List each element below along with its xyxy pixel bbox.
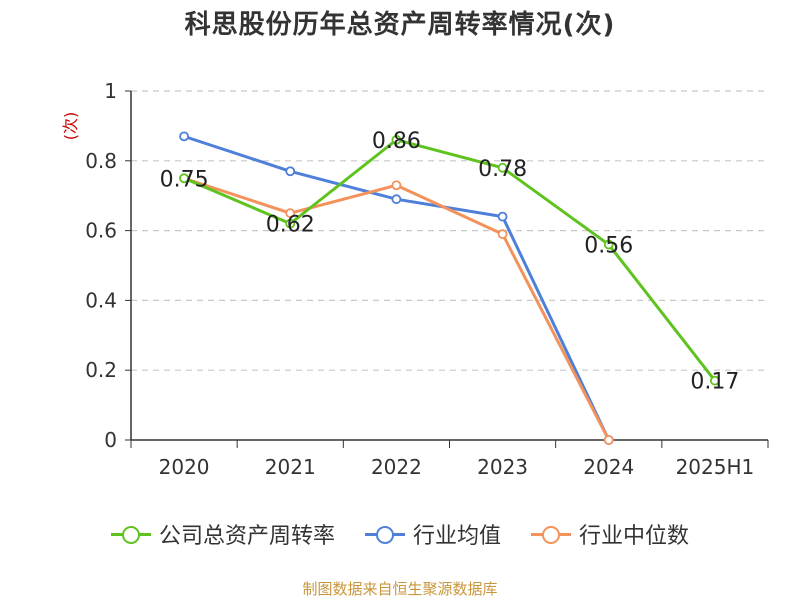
- data-point: [391, 134, 402, 145]
- y-tick-label: 1: [104, 79, 117, 103]
- data-point: [497, 162, 508, 173]
- chart-title: 科思股份历年总资产周转率情况(次): [184, 10, 616, 40]
- legend: 公司总资产周转率 行业均值 行业中位数: [0, 518, 800, 550]
- data-point: [285, 208, 296, 219]
- data-point: [497, 211, 508, 222]
- y-tick-label: 0.4: [85, 288, 117, 312]
- legend-line-marker-icon: [110, 526, 151, 544]
- data-label: 0.78: [478, 157, 527, 182]
- x-tick-label: 2024: [583, 455, 634, 479]
- legend-item[interactable]: 公司总资产周转率: [110, 518, 335, 550]
- y-tick-label: 0: [104, 428, 117, 452]
- data-label: 0.17: [690, 370, 739, 395]
- x-tick-label: 2021: [265, 455, 316, 479]
- data-label: 0.56: [584, 234, 633, 259]
- y-tick-label: 0.2: [85, 358, 117, 382]
- y-tick-label: 0.8: [85, 149, 117, 173]
- data-point: [391, 194, 402, 205]
- data-label: 0.75: [160, 167, 209, 192]
- series-line: [183, 138, 717, 382]
- axes: 0 0.2 0.4 0.6 0.8 1 2020 2021 2022 2023 2024 2025H1: [85, 79, 769, 479]
- data-labels: 0.75 0.62 0.86 0.78 0.56 0.17: [160, 129, 740, 395]
- legend-label: 行业均值: [412, 524, 501, 549]
- data-point: [710, 375, 720, 386]
- x-tick-label: 2023: [477, 455, 528, 479]
- legend-label: 公司总资产周转率: [158, 524, 335, 549]
- x-tick-label: 2020: [159, 455, 210, 479]
- data-label: 0.86: [372, 129, 421, 154]
- x-tick-label: 2025H1: [676, 455, 755, 479]
- legend-label: 行业中位数: [579, 524, 690, 549]
- legend-line-marker-icon: [531, 526, 571, 544]
- legend-line-marker-icon: [364, 526, 405, 544]
- data-label: 0.62: [266, 213, 315, 238]
- legend-item[interactable]: 行业均值: [364, 518, 501, 550]
- y-tick-label: 0.6: [85, 219, 117, 243]
- data-point: [603, 239, 614, 250]
- source-note: 制图数据来自恒生聚源数据库: [302, 580, 498, 598]
- data-point: [285, 166, 296, 177]
- x-tick-label: 2022: [371, 455, 422, 479]
- data-point: [391, 180, 402, 191]
- series: [179, 131, 720, 445]
- data-point: [497, 229, 508, 239]
- data-point: [179, 131, 189, 142]
- data-point: [603, 435, 614, 445]
- legend-item[interactable]: 行业中位数: [531, 518, 689, 550]
- data-point: [179, 173, 189, 184]
- y-axis-label: (次): [61, 112, 80, 141]
- grid-lines: [131, 90, 768, 371]
- data-point: [285, 218, 296, 229]
